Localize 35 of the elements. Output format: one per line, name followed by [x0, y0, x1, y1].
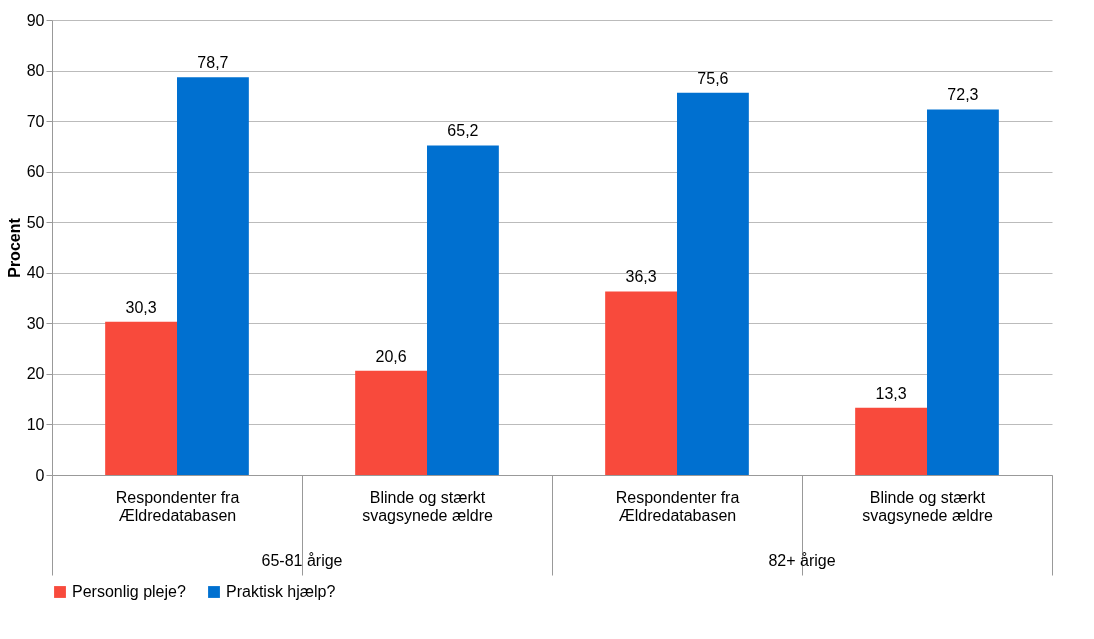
bar	[677, 92, 749, 475]
data-label: 75,6	[697, 69, 729, 87]
y-tick-label: 30	[26, 314, 45, 332]
y-tick-label: 70	[26, 112, 45, 130]
y-tick-label: 40	[26, 264, 45, 282]
x-tick-label: Blinde og stærkt svagsynede ældre	[362, 488, 493, 524]
y-tick-label: 90	[26, 11, 45, 29]
text: 65-81 årige	[261, 552, 343, 569]
bar	[427, 145, 499, 475]
y-tick-label: 20	[26, 365, 45, 383]
y-axis-title: Procent	[5, 217, 23, 278]
bar	[855, 407, 927, 475]
bar	[927, 109, 999, 475]
x-tick-label: Respondenter fra Ældredatabasen	[615, 488, 740, 524]
legend-label: Personlig pleje?	[72, 583, 186, 600]
data-label: 13,3	[875, 384, 907, 402]
y-tick-label: 10	[26, 415, 45, 433]
x-tick-label: Respondenter fra Ældredatabasen	[115, 488, 240, 524]
text: 82+ årige	[768, 552, 836, 569]
bar	[605, 291, 677, 475]
bar	[177, 77, 249, 475]
data-label: 78,7	[197, 54, 229, 72]
y-tick-label: 80	[26, 62, 45, 80]
y-tick-label: 50	[26, 213, 45, 231]
bar	[355, 370, 427, 475]
y-tick-label: 60	[26, 163, 45, 181]
y-tick-label: 0	[35, 466, 45, 484]
data-label: 30,3	[125, 298, 157, 316]
bar	[105, 321, 177, 475]
x-tick-label: Blinde og stærkt svagsynede ældre	[862, 488, 993, 524]
data-label: 20,6	[375, 347, 407, 365]
data-label: 36,3	[625, 268, 657, 286]
data-label: 65,2	[447, 122, 479, 140]
legend-label: Praktisk hjælp?	[226, 583, 336, 600]
data-label: 72,3	[947, 86, 979, 104]
